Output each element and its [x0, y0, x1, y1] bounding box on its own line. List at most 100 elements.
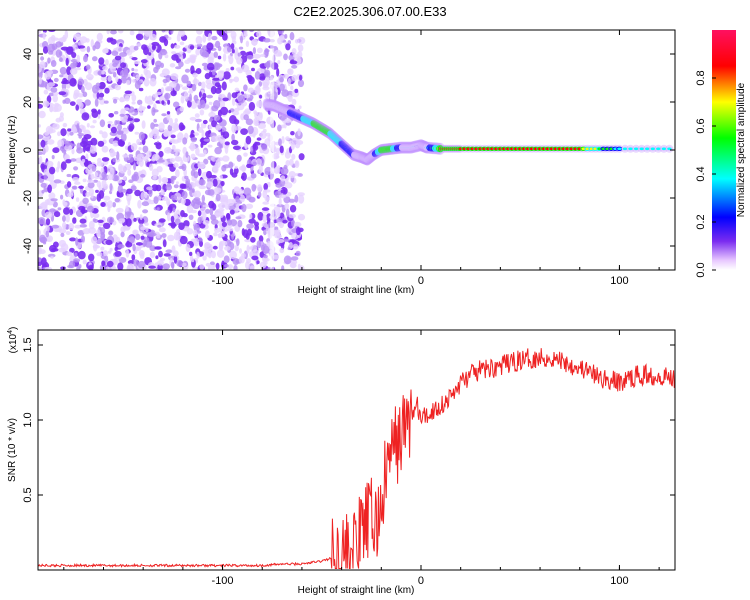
noise-speck [101, 70, 105, 75]
noise-speck [264, 196, 270, 202]
noise-speck [169, 117, 174, 127]
noise-speck [74, 252, 78, 258]
noise-speck [190, 100, 198, 109]
noise-speck [287, 247, 291, 251]
noise-speck [192, 72, 198, 78]
noise-speck [66, 173, 72, 178]
noise-speck [121, 128, 129, 135]
noise-speck [255, 158, 262, 166]
spectrogram-y-ticks: -40 -20 0 20 40 [22, 48, 675, 254]
noise-speck [291, 48, 297, 55]
noise-speck [42, 100, 50, 108]
noise-speck [190, 137, 197, 143]
noise-speck [248, 218, 256, 224]
noise-speck [96, 180, 102, 188]
noise-speck [228, 55, 234, 65]
noise-speck [244, 238, 252, 243]
noise-speck [165, 249, 173, 254]
noise-speck [60, 266, 66, 270]
noise-speck [149, 232, 157, 237]
noise-speck [165, 86, 172, 92]
noise-speck [190, 65, 195, 74]
noise-speck [170, 73, 179, 81]
noise-speck [97, 109, 101, 115]
noise-speck [38, 110, 46, 119]
noise-speck [105, 59, 109, 66]
noise-speck [249, 251, 254, 258]
noise-speck [81, 158, 86, 163]
noise-speck [174, 156, 183, 162]
noise-speck [58, 115, 64, 122]
noise-speck [170, 194, 178, 201]
noise-speck [236, 57, 243, 65]
noise-speck [71, 52, 77, 58]
noise-speck [124, 90, 132, 95]
noise-speck [59, 74, 64, 78]
noise-speck [188, 214, 194, 220]
noise-speck [158, 218, 166, 223]
noise-speck [217, 157, 224, 162]
noise-speck [148, 151, 152, 158]
colorbar-tick-label: 0.2 [695, 214, 707, 229]
noise-speck [79, 36, 88, 44]
noise-speck [124, 95, 130, 102]
noise-speck [64, 30, 69, 39]
ridge-core [645, 147, 650, 151]
noise-speck [75, 197, 80, 202]
noise-speck [38, 64, 42, 73]
noise-speck [38, 266, 41, 270]
noise-speck [172, 250, 179, 257]
spectrogram-panel: -100 0 100 -40 -20 0 20 40 Height of straight … [7, 29, 676, 296]
noise-speck [40, 163, 45, 170]
noise-speck [196, 43, 203, 48]
noise-speck [66, 181, 72, 188]
noise-speck [107, 204, 111, 213]
noise-speck [74, 181, 81, 185]
x-tick-label: 100 [610, 275, 628, 287]
noise-speck [211, 135, 219, 142]
noise-speck [249, 265, 255, 270]
noise-speck [258, 235, 264, 243]
noise-speck [250, 145, 254, 153]
noise-speck [231, 124, 237, 134]
noise-speck [246, 54, 254, 60]
noise-speck [294, 160, 300, 169]
noise-speck [179, 235, 188, 245]
noise-speck [245, 203, 254, 209]
noise-speck [207, 33, 212, 40]
noise-speck [40, 56, 45, 61]
figure-title: C2E2.2025.306.07.00.E33 [293, 4, 446, 19]
noise-speck [137, 80, 142, 86]
noise-speck [138, 217, 145, 225]
noise-speck [223, 264, 229, 268]
noise-speck [38, 246, 42, 255]
noise-speck [217, 233, 222, 239]
ridge-core [633, 147, 639, 151]
noise-speck [107, 120, 113, 125]
noise-speck [76, 93, 85, 98]
noise-speck [63, 207, 70, 215]
noise-speck [208, 200, 215, 209]
noise-speck [113, 98, 118, 104]
noise-speck [101, 171, 107, 178]
noise-speck [108, 113, 114, 118]
noise-speck [291, 153, 296, 160]
noise-speck [246, 163, 252, 169]
noise-speck [217, 203, 226, 209]
noise-speck [207, 189, 215, 196]
noise-speck [53, 179, 62, 184]
noise-speck [70, 59, 79, 63]
noise-speck [177, 132, 184, 141]
y-tick-label: 0 [22, 147, 34, 153]
noise-speck [126, 192, 132, 202]
noise-speck [202, 211, 207, 221]
noise-speck [294, 88, 299, 94]
noise-speck [202, 255, 207, 261]
noise-speck [259, 94, 263, 99]
spectrogram-noise [38, 30, 306, 270]
noise-speck [135, 33, 144, 41]
noise-speck [195, 35, 203, 45]
noise-speck [171, 177, 176, 181]
noise-speck [141, 201, 150, 207]
noise-speck [90, 39, 95, 48]
